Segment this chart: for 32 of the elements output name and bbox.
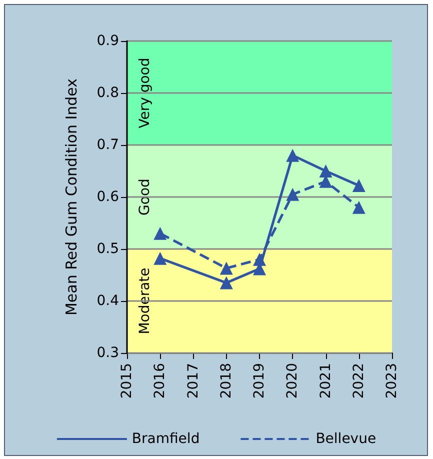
x-tick-label: 2022	[350, 363, 367, 399]
point	[286, 148, 300, 162]
x-tick-label: 2023	[384, 363, 400, 399]
y-tick-label: 0.8	[96, 85, 119, 101]
point	[220, 262, 233, 275]
y-tick-label: 0.4	[96, 293, 120, 309]
x-tick-label: 2018	[218, 363, 234, 399]
y-tick-label: 0.3	[96, 345, 119, 361]
x-tick-label: 2016	[152, 362, 168, 399]
point	[319, 164, 332, 178]
legend-label: Bramfield	[132, 431, 200, 447]
point	[352, 179, 366, 192]
point	[352, 200, 366, 214]
y-tick-label: 0.9	[96, 33, 119, 49]
band-label: Very good	[137, 58, 153, 128]
y-tick-label: 0.5	[96, 241, 119, 257]
point	[253, 252, 266, 266]
x-tick-label: 2020	[284, 363, 301, 399]
x-tick-label: 2021	[318, 363, 334, 399]
y-tick-label: 0.6	[96, 189, 120, 205]
y-axis-title: Mean Red Gum Condition Index	[62, 78, 80, 316]
point	[286, 188, 300, 201]
band-label: Moderate	[137, 268, 153, 334]
x-tick-label: 2015	[119, 363, 135, 399]
point	[154, 252, 167, 265]
legend-label: Bellevue	[316, 431, 376, 447]
y-tick-label: 0.7	[96, 137, 119, 153]
point	[220, 276, 233, 290]
point	[154, 226, 167, 240]
band-label: Good	[137, 178, 153, 216]
x-tick-label: 2017	[185, 363, 202, 399]
x-tick-label: 2019	[252, 363, 268, 399]
